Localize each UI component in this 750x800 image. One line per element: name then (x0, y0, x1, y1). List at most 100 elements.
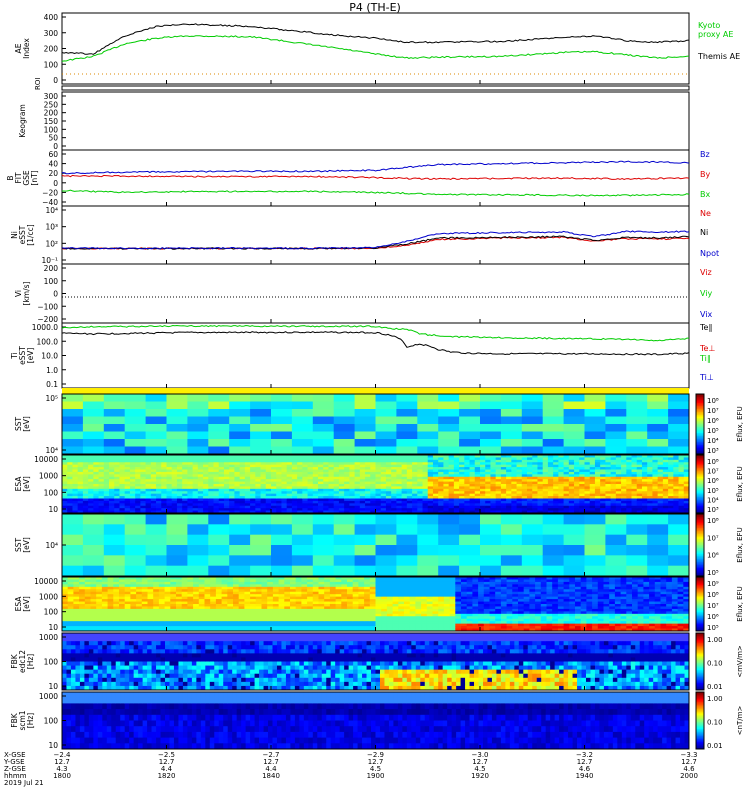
temperature-legend-1: Te⊥ (699, 344, 715, 353)
esa-i-cell (276, 508, 282, 511)
esa-i-cell (349, 481, 356, 485)
esa-i-cell (558, 467, 565, 470)
esa-i-cell (176, 481, 183, 485)
esa-i-cell (349, 469, 356, 473)
esa-i-cell (631, 503, 638, 507)
esa-i-cell (662, 508, 669, 511)
sst-e-cell (668, 545, 690, 556)
sst-i-cell (480, 409, 502, 417)
esa-e-cell (130, 584, 137, 588)
esa-i-cell (297, 464, 303, 468)
esa-i-cell (673, 481, 679, 485)
sst-e-cell (647, 555, 669, 567)
esa-e-cell (375, 623, 382, 627)
esa-i-cell (323, 510, 329, 514)
esa-i-cell (474, 508, 481, 511)
esa-i-cell (260, 486, 267, 490)
esa-i-cell (448, 505, 455, 509)
esa-i-cell (370, 467, 376, 470)
sst-i-cell (500, 409, 523, 417)
esa-e-cell (84, 584, 91, 588)
roi-panel-frame (61, 85, 690, 91)
esa-i-cell (443, 455, 450, 458)
esa-e-cell (255, 596, 262, 600)
esa-e-cell (307, 611, 314, 615)
esa-i-cell (641, 500, 648, 504)
esa-i-cell (568, 491, 575, 495)
esa-e-cell (210, 594, 217, 598)
esa-i-cell (600, 488, 606, 492)
sst-i-colorbar-cell (696, 413, 704, 416)
esa-e-cell (233, 601, 240, 605)
esa-i-cell (506, 459, 512, 463)
esa-i-cell (500, 498, 507, 502)
esa-i-cell (135, 500, 141, 504)
esa-i-cell (542, 508, 549, 511)
esa-e-cell (341, 621, 348, 625)
esa-e-cell (90, 584, 97, 588)
esa-i-cell (453, 455, 460, 458)
esa-i-cell (375, 491, 382, 495)
sst-e-cell (459, 545, 481, 556)
esa-i-cell (448, 496, 455, 499)
esa-e-cell (67, 621, 74, 625)
esa-e-cell (210, 589, 217, 593)
esa-i-cell (145, 484, 152, 487)
esa-i-cell (589, 455, 596, 458)
temperature-label-group: Ti eSST [eV] (10, 346, 35, 365)
esa-i-cell (432, 462, 439, 466)
esa-i-cell (302, 491, 308, 495)
esa-e-cell (284, 596, 291, 600)
esa-i-cell (119, 500, 126, 504)
esa-e-cell (170, 577, 177, 580)
esa-i-cell (145, 498, 152, 502)
esa-i-cell (406, 471, 413, 475)
esa-i-cell (485, 479, 491, 482)
esa-i-cell (375, 467, 382, 470)
esa-e-cell (210, 599, 217, 602)
esa-i-cell (218, 491, 225, 495)
esa-i-cell (140, 500, 147, 504)
esa-e-cell (284, 577, 291, 580)
esa-i-cell (427, 469, 434, 473)
esa-i-cell (176, 491, 183, 495)
esa-e-cell (153, 594, 160, 598)
esa-i-cell (380, 471, 387, 475)
esa-i-cell (532, 474, 538, 478)
esa-i-cell (213, 493, 220, 497)
esa-i-cell (553, 464, 559, 468)
esa-e-cell (347, 611, 354, 615)
esa-e-cell (312, 599, 319, 602)
esa-i-cell (370, 484, 376, 487)
esa-i-cell (396, 484, 403, 487)
esa-e-cell (62, 613, 69, 617)
esa-i-cell (255, 484, 261, 487)
esa-i-cell (98, 471, 105, 475)
esa-e-cell (301, 618, 308, 622)
sst-i-colorbar-cell (696, 437, 704, 440)
esa-i-cell (500, 496, 507, 499)
esa-e-cell (272, 626, 279, 629)
esa-i-cell (537, 474, 544, 478)
esa-i-cell (568, 474, 575, 478)
esa-i-cell (542, 486, 549, 490)
esa-i-cell (553, 493, 559, 497)
esa-i-cell (553, 508, 559, 511)
esa-i-cell (385, 488, 392, 492)
esa-i-cell (182, 479, 188, 482)
esa-i-cell (354, 476, 361, 480)
esa-e-cell (193, 599, 200, 602)
esa-e-cell (90, 589, 97, 593)
esa-e-cell (221, 594, 228, 598)
esa-i-cell (333, 457, 340, 461)
esa-e-cell (221, 608, 228, 612)
esa-e-cell (119, 577, 126, 580)
esa-i-cell (135, 459, 141, 463)
esa-e-cell (324, 601, 331, 605)
esa-i-cell (610, 503, 617, 507)
esa-i-cell (265, 462, 272, 466)
esa-i-cell (412, 455, 418, 458)
esa-e-cell (79, 608, 86, 612)
sst-i-cell (500, 431, 523, 440)
esa-i-cell (391, 469, 397, 473)
